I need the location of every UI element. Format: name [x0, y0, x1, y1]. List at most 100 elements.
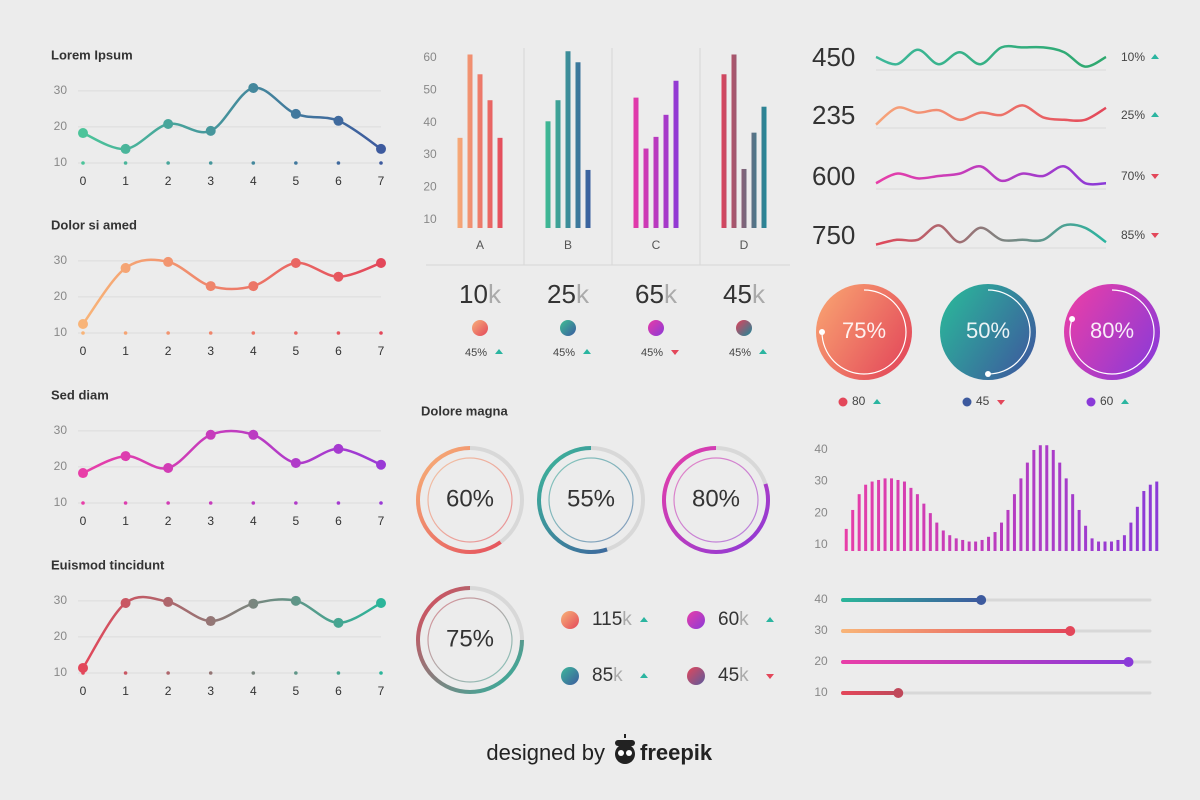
x-tick-label: 3 [207, 344, 214, 358]
gauge-arc [821, 289, 907, 375]
x-tick-label: B [564, 238, 572, 252]
y-tick-label: 10 [54, 665, 68, 679]
y-tick-label: 30 [814, 474, 828, 488]
bar [1006, 509, 1010, 551]
x-tick-label: 0 [80, 514, 87, 528]
row-label: 40 [814, 592, 828, 606]
bar [497, 137, 503, 228]
bar [844, 528, 848, 551]
bar [1051, 449, 1055, 551]
x-tick-dot [336, 671, 341, 675]
x-tick-label: 4 [250, 344, 257, 358]
point [290, 457, 301, 468]
point [163, 119, 174, 130]
bar [545, 121, 551, 228]
y-tick-label: 30 [54, 423, 68, 437]
slider-knob [1123, 657, 1134, 667]
x-tick-dot [123, 501, 128, 505]
y-tick-label: 30 [54, 593, 68, 607]
kpi-number: 45 [723, 279, 752, 309]
ring-inner [427, 597, 513, 683]
slider-knob [976, 595, 987, 605]
ring-label: 75% [446, 625, 494, 652]
x-tick-label: 4 [250, 514, 257, 528]
trend-up [640, 673, 648, 678]
x-tick-label: 1 [122, 684, 129, 698]
point [376, 597, 386, 608]
sparkline-change: 10% [1121, 50, 1145, 64]
trend-down [1151, 174, 1159, 179]
y-tick-label: 10 [423, 212, 437, 226]
bar [941, 530, 945, 551]
x-tick-label: 4 [250, 684, 257, 698]
bar [653, 136, 659, 228]
x-tick-dot [81, 161, 85, 165]
x-tick-label: 1 [122, 174, 129, 188]
footer-brand: freepik [640, 740, 713, 765]
x-tick-label: 7 [378, 174, 385, 188]
bar [467, 54, 473, 229]
row-label: 10 [814, 685, 828, 699]
point [376, 143, 386, 154]
bar [877, 479, 881, 551]
trend-down [997, 400, 1005, 405]
chart-title: Dolore magna [421, 403, 508, 418]
kpi-number: 25 [547, 279, 576, 309]
x-tick-dot [251, 161, 256, 165]
bar [1025, 462, 1029, 551]
gauge-arc [1069, 289, 1155, 375]
ring-inner [548, 457, 634, 543]
x-tick-dot [294, 161, 298, 165]
legend-number: 85 [592, 665, 613, 686]
bar [721, 74, 727, 229]
x-tick-dot [208, 161, 213, 165]
trend-up [1151, 112, 1159, 117]
bar [741, 168, 747, 228]
kpi-change: 45% [641, 347, 663, 359]
x-tick-dot [81, 331, 85, 335]
bar [1135, 506, 1139, 551]
x-tick-label: 3 [207, 514, 214, 528]
kpi-change: 45% [553, 347, 575, 359]
trend-up [495, 349, 503, 354]
x-tick-label: 2 [165, 684, 172, 698]
x-tick-dot [294, 501, 298, 505]
point [205, 429, 216, 440]
x-tick-label: 7 [378, 514, 385, 528]
point [376, 459, 386, 470]
kpi-value: 65k [635, 279, 678, 309]
y-tick-label: 10 [54, 155, 68, 169]
point [205, 125, 216, 136]
bar [1142, 491, 1146, 551]
bar [870, 481, 874, 551]
x-tick-dot [336, 501, 341, 505]
x-tick-label: 3 [207, 174, 214, 188]
legend-dot [1086, 397, 1096, 407]
legend-unit: k [739, 609, 749, 630]
point [163, 462, 174, 473]
x-tick-dot [379, 331, 383, 335]
row-label: 20 [814, 654, 828, 668]
trend-up [759, 349, 767, 354]
trend-up [1151, 54, 1159, 59]
bar [1129, 522, 1133, 551]
x-tick-dot [251, 671, 256, 675]
y-tick-label: 20 [423, 180, 437, 194]
x-tick-label: 6 [335, 684, 342, 698]
x-tick-label: 7 [378, 344, 385, 358]
legend-dot [687, 611, 705, 629]
point [78, 128, 88, 139]
bar [477, 74, 483, 229]
bar [1045, 445, 1049, 551]
bar [565, 51, 571, 229]
bar [967, 541, 971, 551]
x-tick-dot [123, 331, 128, 335]
sparkline-label: 750 [812, 220, 855, 250]
ring-arc [416, 446, 502, 554]
trend-down [1151, 233, 1159, 238]
bar [922, 503, 926, 551]
bar [980, 539, 984, 551]
kpi-number: 65 [635, 279, 664, 309]
gauge-disc [940, 284, 1036, 380]
bar [731, 54, 737, 229]
